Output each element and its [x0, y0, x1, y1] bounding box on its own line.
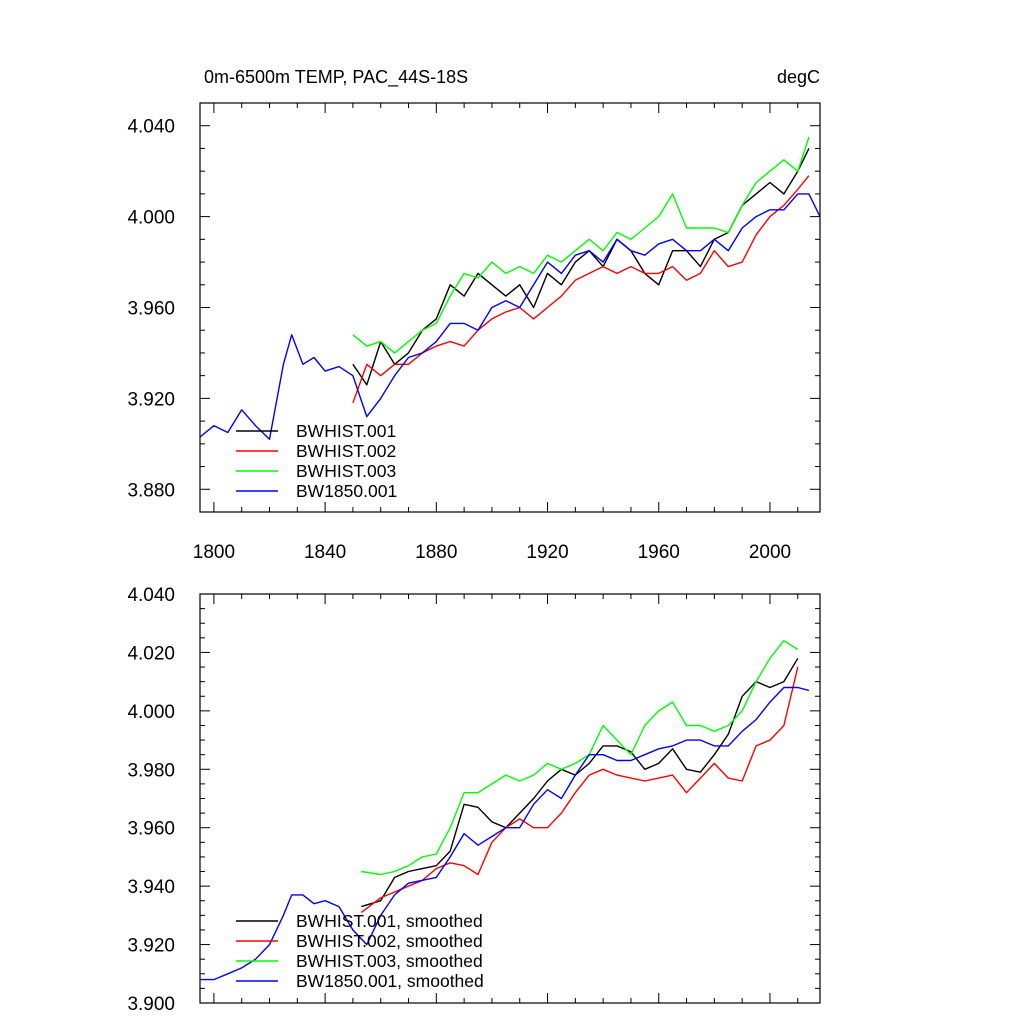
legend-label: BW1850.001: [296, 481, 397, 501]
legend-label: BWHIST.002, smoothed: [296, 931, 483, 951]
chart-units: degC: [777, 67, 820, 87]
x-tick-label: 1800: [193, 542, 235, 563]
series-line-bwhist-001-smoothed: [361, 657, 799, 908]
y-tick-label: 3.940: [127, 877, 175, 898]
legend-label: BWHIST.003, smoothed: [296, 951, 483, 971]
series-line-bwhist-001: [352, 148, 810, 386]
y-tick-label: 3.920: [127, 936, 175, 957]
y-tick-label: 4.000: [127, 208, 175, 229]
legend-label: BWHIST.002: [296, 441, 396, 461]
x-tick-label: 2000: [749, 542, 791, 563]
plot-frame: [199, 593, 821, 1004]
series-line-bw1850-001: [200, 193, 820, 440]
series-line-bwhist-002-smoothed: [360, 666, 799, 913]
x-tick-label: 1880: [415, 542, 457, 563]
plot-frame: [199, 102, 821, 513]
y-tick-label: 3.900: [127, 994, 175, 1015]
y-tick-label: 4.020: [127, 643, 175, 664]
y-tick-label: 4.040: [127, 585, 175, 606]
y-tick-label: 3.980: [127, 760, 175, 781]
y-tick-label: 4.000: [127, 702, 175, 723]
x-tick-label: 1840: [304, 542, 346, 563]
y-tick-label: 3.920: [127, 389, 175, 410]
x-tick-label: 1960: [638, 542, 680, 563]
series-group: [200, 640, 810, 981]
x-tick-label: 1920: [526, 542, 568, 563]
chart-panel-2: 3.900 3.920 3.940 3.960 3.980 4.000 4.020 4.040…: [127, 585, 821, 1015]
legend-label: BWHIST.001: [296, 421, 396, 441]
legend-label: BW1850.001, smoothed: [296, 971, 484, 991]
chart-panel-1: 1800 1840 1880 1920 1960 2000 3.880 3.920 3.960 4…: [127, 67, 821, 563]
series-line-bw1850-001-smoothed: [200, 686, 810, 981]
series-line-bwhist-003: [352, 136, 810, 354]
y-tick-label: 3.960: [127, 299, 175, 320]
series-line-bwhist-002: [352, 175, 810, 404]
series-line-bwhist-003-smoothed: [361, 640, 799, 876]
chart-title: 0m-6500m TEMP, PAC_44S-18S: [204, 67, 468, 88]
series-group: [200, 136, 820, 440]
y-tick-label: 4.040: [127, 117, 175, 138]
y-tick-label: 3.960: [127, 819, 175, 840]
legend-label: BWHIST.003: [296, 461, 396, 481]
y-tick-label: 3.880: [127, 480, 175, 501]
legend-label: BWHIST.001, smoothed: [296, 911, 483, 931]
